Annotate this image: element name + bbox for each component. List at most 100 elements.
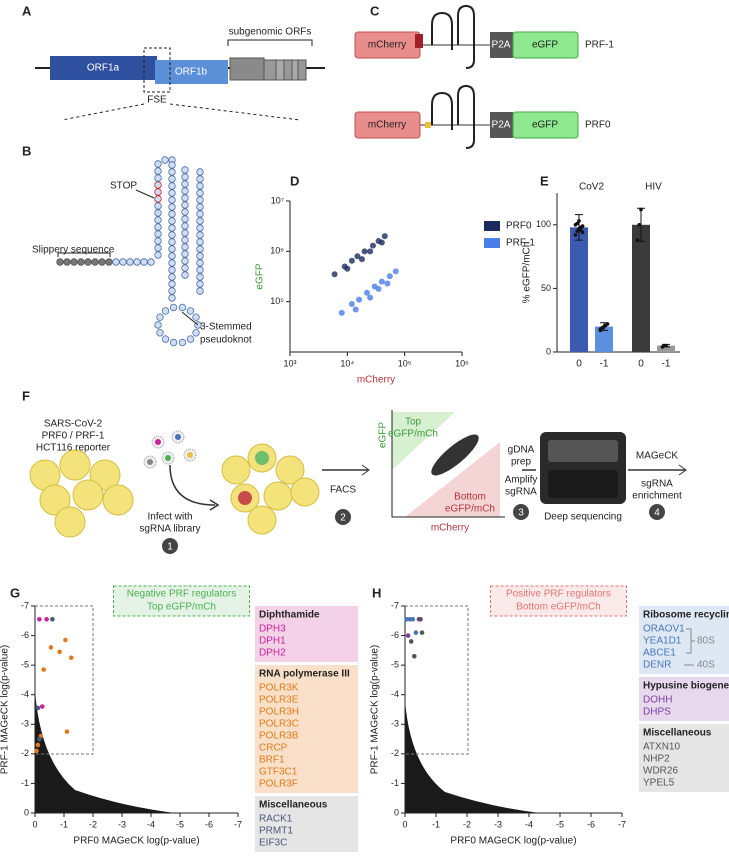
y-tick-label: -7 [21, 600, 29, 610]
nucleotide [168, 210, 176, 218]
nucleotide [178, 338, 187, 347]
panel-label: G [10, 585, 20, 600]
nucleotide [196, 224, 204, 232]
highlight-region [404, 605, 469, 755]
cell [102, 484, 134, 516]
legend-gene: POLR3C [259, 719, 299, 730]
nucleotide [196, 287, 204, 295]
replicate-point [575, 229, 579, 233]
nucleotide [154, 188, 162, 196]
x-axis-label: PRF0 MAGeCK log(p-value) [73, 836, 199, 847]
nucleotide [196, 182, 204, 190]
point [386, 273, 393, 280]
legend-gene: DENR [643, 660, 671, 671]
nucleotide [154, 174, 162, 182]
nucleotide [168, 259, 176, 267]
nucleotide [56, 258, 64, 266]
legend-label: PRF0 [506, 221, 532, 232]
x-tick-label: -4 [147, 819, 155, 829]
y-tick-label: -4 [391, 689, 399, 699]
nucleotide [147, 258, 155, 266]
x-tick-label: -1 [662, 359, 671, 370]
nucleotide [168, 224, 176, 232]
workflow-text: HCT116 reporter [36, 443, 111, 454]
x-tick-label: -1 [60, 819, 68, 829]
y-tick-label: -7 [391, 600, 399, 610]
nucleus [238, 491, 252, 505]
nucleotide [77, 258, 85, 266]
nucleotide [154, 244, 162, 252]
legend-title: RNA polymerase III [259, 669, 350, 680]
cell [72, 479, 104, 511]
legend-title: Ribosome recycling [643, 610, 729, 621]
x-tick-label: -5 [556, 819, 564, 829]
point [35, 742, 41, 748]
nucleotide [168, 175, 176, 183]
point [358, 256, 365, 263]
x-tick-label: -7 [234, 819, 242, 829]
point [418, 617, 423, 622]
nucleotide [84, 258, 92, 266]
panel-label: A [22, 3, 32, 18]
y-tick-label: 50 [541, 283, 551, 293]
point [363, 289, 370, 296]
workflow-text: enrichment [632, 491, 682, 502]
nucleotide [181, 271, 189, 279]
legend-gene: GTF3C1 [259, 767, 298, 778]
point [48, 645, 54, 650]
nucleotide [168, 245, 176, 253]
point [384, 280, 391, 287]
legend-gene: EIF3C [259, 838, 287, 849]
cell [263, 481, 293, 511]
legend-gene: POLR3H [259, 707, 299, 718]
nucleotide [196, 231, 204, 239]
point [412, 653, 417, 659]
bar [595, 326, 613, 352]
x-tick-label: -3 [118, 819, 126, 829]
y-axis-label: PRF-1 MAGeCK log(p-value) [0, 645, 11, 774]
nucleotide [196, 168, 204, 176]
gate-label: eGFP/mCh [388, 429, 438, 440]
nucleotide [181, 229, 189, 237]
point [57, 649, 62, 655]
point [392, 268, 399, 275]
y-tick-label: 0 [394, 807, 399, 817]
legend-gene: YPEL5 [643, 778, 675, 789]
genome-diagram [35, 39, 325, 121]
cell [275, 455, 305, 485]
nucleotide [154, 160, 162, 168]
legend-box [639, 606, 729, 674]
nucleotide [154, 209, 162, 217]
nucleotide [169, 338, 178, 347]
virus-core [155, 439, 161, 445]
point [50, 617, 55, 622]
pseudoknot-label: 3-Stemmed [200, 322, 252, 333]
y-tick-label: 10⁶ [270, 246, 284, 256]
point [64, 729, 70, 734]
legend-gene: RACK1 [259, 814, 293, 825]
replicate-point [639, 207, 643, 212]
virus-core [147, 459, 153, 465]
nucleotide [196, 259, 204, 267]
point [381, 233, 388, 240]
x-tick-label: -5 [176, 819, 184, 829]
legend-gene: POLR3B [259, 731, 299, 742]
legend-gene: DHPS [643, 707, 671, 718]
nucleotide [168, 294, 176, 302]
pointer [135, 189, 155, 199]
nucleotide [154, 167, 162, 175]
nucleotide [168, 266, 176, 274]
cell [59, 449, 91, 481]
y-tick-label: 100 [536, 219, 551, 229]
legend-gene: ORAOV1 [643, 624, 685, 635]
nucleotide [133, 258, 141, 266]
legend-box [255, 665, 358, 793]
y-tick-label: -1 [391, 778, 399, 788]
step-markers [162, 504, 665, 554]
legend-box [255, 796, 358, 852]
nucleus [255, 451, 269, 465]
virus-core [187, 452, 193, 458]
legend-title: Diphthamide [259, 610, 320, 621]
replicate-point [598, 327, 603, 331]
workflow-text: Amplify [505, 475, 538, 486]
